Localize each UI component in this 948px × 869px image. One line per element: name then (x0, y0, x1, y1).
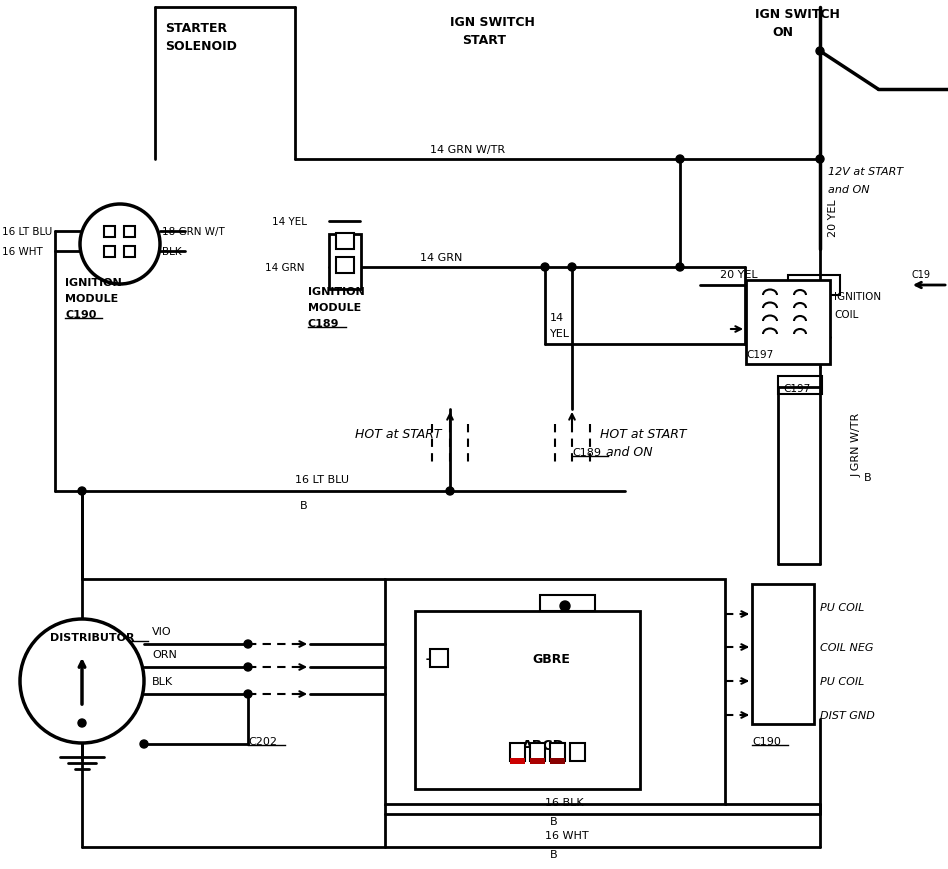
Circle shape (244, 690, 252, 698)
Text: 16 LT BLU: 16 LT BLU (2, 227, 52, 236)
Bar (336, 258, 354, 274)
Text: IGNITION: IGNITION (834, 292, 881, 302)
Text: C202: C202 (248, 736, 277, 746)
Text: 20 YEL: 20 YEL (828, 199, 838, 236)
Circle shape (676, 156, 684, 164)
Bar (746, 281, 830, 365)
Text: DISTRIBUTOR: DISTRIBUTOR (50, 633, 135, 642)
Circle shape (560, 601, 570, 611)
Circle shape (816, 48, 824, 56)
Text: and ON: and ON (606, 446, 652, 459)
Text: MODULE: MODULE (65, 294, 118, 303)
Bar (570, 743, 585, 761)
Text: 16 BLK: 16 BLK (545, 797, 584, 807)
Text: IGNITION: IGNITION (308, 287, 365, 296)
Text: +C: +C (425, 653, 445, 666)
Text: and ON: and ON (828, 185, 869, 195)
Text: 16 WHT: 16 WHT (545, 830, 589, 840)
Text: 16 LT BLU: 16 LT BLU (295, 474, 349, 484)
Circle shape (816, 156, 824, 164)
Text: 12V at START: 12V at START (828, 167, 903, 176)
Circle shape (78, 720, 86, 727)
Bar (104, 227, 115, 238)
Text: C19: C19 (912, 269, 931, 280)
Text: C189: C189 (308, 319, 339, 328)
Circle shape (568, 263, 576, 272)
Bar (510, 743, 525, 761)
Text: C189: C189 (572, 448, 601, 457)
Text: B: B (550, 816, 557, 826)
Circle shape (676, 263, 684, 272)
Text: C197 B: C197 B (792, 282, 830, 292)
Bar (752, 584, 814, 724)
Text: ON: ON (772, 26, 793, 39)
Text: B: B (550, 849, 557, 859)
Bar (778, 376, 822, 395)
Text: J GRN W/TR: J GRN W/TR (852, 413, 862, 476)
Circle shape (80, 205, 160, 285)
Circle shape (446, 488, 454, 495)
Circle shape (244, 640, 252, 648)
Text: HOT at START: HOT at START (600, 428, 686, 441)
Bar (788, 275, 840, 295)
Bar (530, 743, 545, 761)
Text: HOT at START: HOT at START (355, 428, 442, 441)
Bar (510, 758, 525, 764)
Text: 14 GRN: 14 GRN (420, 253, 463, 262)
Text: B: B (300, 501, 307, 510)
Text: VIO: VIO (152, 627, 172, 636)
Text: PU COIL: PU COIL (820, 676, 865, 687)
Text: B: B (864, 473, 871, 482)
Text: STARTER: STARTER (165, 22, 228, 35)
Bar (124, 247, 135, 258)
Text: ABCD: ABCD (522, 738, 565, 753)
Bar (415, 611, 640, 789)
Text: 20 YEL: 20 YEL (720, 269, 757, 280)
Bar (530, 758, 545, 764)
Bar (329, 235, 361, 289)
Bar (540, 595, 595, 611)
Bar (124, 227, 135, 238)
Text: IGN SWITCH: IGN SWITCH (755, 9, 840, 22)
Text: GBRE: GBRE (532, 653, 570, 666)
Bar (336, 234, 354, 249)
Text: 14 GRN W/TR: 14 GRN W/TR (430, 145, 505, 155)
Bar (550, 758, 565, 764)
Text: YEL: YEL (550, 328, 570, 339)
Text: COIL NEG: COIL NEG (820, 642, 873, 653)
Text: BLK: BLK (152, 676, 173, 687)
Text: IGN SWITCH: IGN SWITCH (450, 16, 535, 29)
Text: P N: P N (558, 594, 582, 607)
Text: 14: 14 (550, 313, 564, 322)
Bar (430, 649, 448, 667)
Text: 14 GRN: 14 GRN (265, 262, 304, 273)
Text: PU COIL: PU COIL (820, 602, 865, 613)
Text: IGNITION: IGNITION (65, 278, 121, 288)
Text: 14 YEL: 14 YEL (272, 216, 307, 227)
Text: BLK: BLK (162, 247, 182, 256)
Text: 16 WHT: 16 WHT (2, 247, 43, 256)
Text: MODULE: MODULE (308, 302, 361, 313)
Text: C190: C190 (65, 309, 97, 320)
Bar (550, 743, 565, 761)
Circle shape (244, 663, 252, 671)
Circle shape (541, 263, 549, 272)
Text: 18 GRN W/T: 18 GRN W/T (162, 227, 225, 236)
Text: START: START (462, 34, 506, 46)
Text: ORN: ORN (152, 649, 177, 660)
Circle shape (140, 740, 148, 748)
Text: C197: C197 (746, 349, 774, 360)
Text: C197: C197 (783, 383, 811, 394)
Text: C190: C190 (752, 736, 781, 746)
Text: COIL: COIL (834, 309, 858, 320)
Text: DIST GND: DIST GND (820, 710, 875, 720)
Bar (385, 580, 725, 804)
Bar (104, 247, 115, 258)
Circle shape (78, 488, 86, 495)
Circle shape (20, 620, 144, 743)
Text: SOLENOID: SOLENOID (165, 39, 237, 52)
